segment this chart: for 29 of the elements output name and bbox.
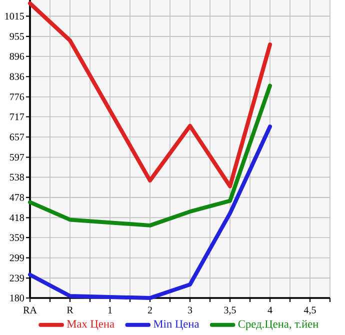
line-series (28, 1, 272, 188)
line-series (28, 84, 272, 228)
y-tick-label: 359 (10, 234, 24, 241)
x-tick-label: 4 (268, 306, 272, 314)
x-tick-label: 3 (188, 306, 192, 314)
y-tick-label: 836 (10, 73, 24, 80)
x-tick-label: 4,5 (304, 306, 316, 315)
x-tick-label: 2 (148, 306, 152, 314)
legend-label: Max Цена (66, 320, 114, 330)
y-tick-label: 597 (10, 154, 24, 161)
y-tick-label: 896 (10, 52, 24, 60)
y-tick-label: 1015 (5, 12, 24, 20)
y-tick-label: 478 (10, 194, 24, 201)
y-tick-label: 538 (10, 174, 24, 181)
x-tick-label: 1 (108, 306, 112, 314)
legend-label: Сред.Цена, т.йен (238, 320, 318, 330)
y-tick-label: 418 (10, 214, 24, 222)
legend-label: Min Цена (154, 320, 200, 330)
y-tick-label: 776 (10, 94, 24, 100)
y-tick-label: 717 (10, 113, 24, 120)
y-tick-label: 955 (10, 33, 24, 40)
x-tick-label: RA (23, 306, 37, 314)
y-tick-label: 657 (10, 134, 24, 140)
x-tick-label: 3,5 (224, 306, 236, 315)
line-series (28, 124, 272, 300)
y-tick-label: 239 (10, 274, 24, 282)
y-tick-label: 180 (10, 294, 24, 302)
y-tick-label: 299 (10, 254, 24, 262)
x-tick-label: R (66, 306, 74, 314)
